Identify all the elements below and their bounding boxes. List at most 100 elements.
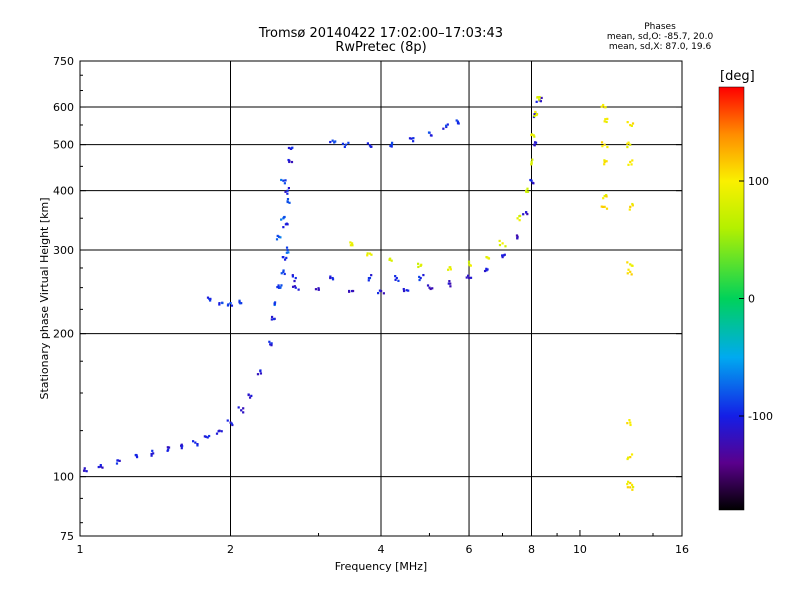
data-point [397,279,400,282]
data-point [627,268,630,271]
data-point [626,272,629,275]
data-point [351,244,354,247]
chart-subtitle: RwPretec (8p) [335,40,427,55]
data-point [221,301,224,305]
data-point [256,373,260,376]
data-point [630,453,634,456]
data-point [367,279,370,282]
data-point [456,120,460,123]
data-point [530,133,533,137]
data-point [410,137,413,140]
data-point [116,459,119,462]
y-tick-label: 100 [53,471,74,484]
data-point [329,276,332,280]
data-point [290,160,294,164]
data-point [286,223,289,226]
data-point [220,430,223,433]
data-point [395,276,398,280]
data-point [287,251,290,254]
data-point [629,481,632,485]
data-point [626,145,629,149]
data-point [270,315,274,319]
data-point [604,118,607,121]
data-point [626,142,629,145]
data-point [485,267,488,270]
data-point [426,284,430,287]
data-point [428,286,431,289]
data-point [277,235,281,238]
data-point [530,162,533,165]
colorbar-tick-label: -100 [748,410,773,423]
data-point [280,272,283,275]
data-point [259,372,263,375]
data-point [605,120,608,124]
data-point [284,190,287,193]
phase-summary: Phases mean, sd,O: -85.7, 20.0 mean, sd,… [585,22,735,52]
data-point [526,213,529,216]
data-point [180,447,183,450]
data-point [229,302,232,305]
data-point [630,124,633,127]
data-point [449,282,452,285]
data-point [317,287,320,290]
data-point [341,142,345,145]
data-point [526,187,529,190]
y-tick-label: 600 [53,101,74,114]
data-point [287,186,290,190]
data-point [417,265,420,269]
data-point [329,275,332,278]
data-point [422,273,425,277]
data-point [206,296,210,299]
data-point [446,123,449,126]
data-point [501,254,504,257]
data-point [167,446,171,449]
data-point [498,243,502,247]
data-point [430,134,433,137]
data-point [314,288,318,291]
data-point [531,158,534,161]
data-point [150,452,153,456]
data-point [629,263,632,266]
data-point [447,268,450,271]
data-point [97,465,100,469]
data-point [469,264,472,267]
data-point [286,249,289,252]
data-point [291,285,295,288]
data-point [194,441,197,444]
data-point [533,113,536,116]
data-point [626,121,629,124]
x-tick-label: 8 [528,543,535,556]
data-point [526,190,530,193]
colorbar-tick-label: 100 [748,175,769,188]
data-point [630,273,633,276]
x-tick-label: 16 [675,543,689,556]
data-point [447,282,450,285]
data-point [351,289,355,293]
data-point [99,463,102,467]
data-point [538,95,541,99]
data-point [283,272,286,276]
data-point [535,113,538,117]
data-point [631,264,634,267]
data-point [218,303,221,306]
data-point [135,455,139,459]
data-point [370,274,373,277]
data-point [603,194,606,198]
data-point [487,257,490,260]
data-point [448,266,451,269]
y-tick-label: 400 [53,185,74,198]
data-point [483,269,487,273]
data-point [418,278,421,282]
data-point [166,446,169,449]
data-point [196,444,199,447]
y-tick-label: 300 [53,244,74,257]
data-point [445,125,448,129]
data-point [277,286,281,289]
data-point [270,342,273,345]
data-point [366,142,369,145]
data-point [329,140,332,144]
data-point [627,480,630,483]
data-point [217,430,220,433]
data-point [522,213,525,216]
